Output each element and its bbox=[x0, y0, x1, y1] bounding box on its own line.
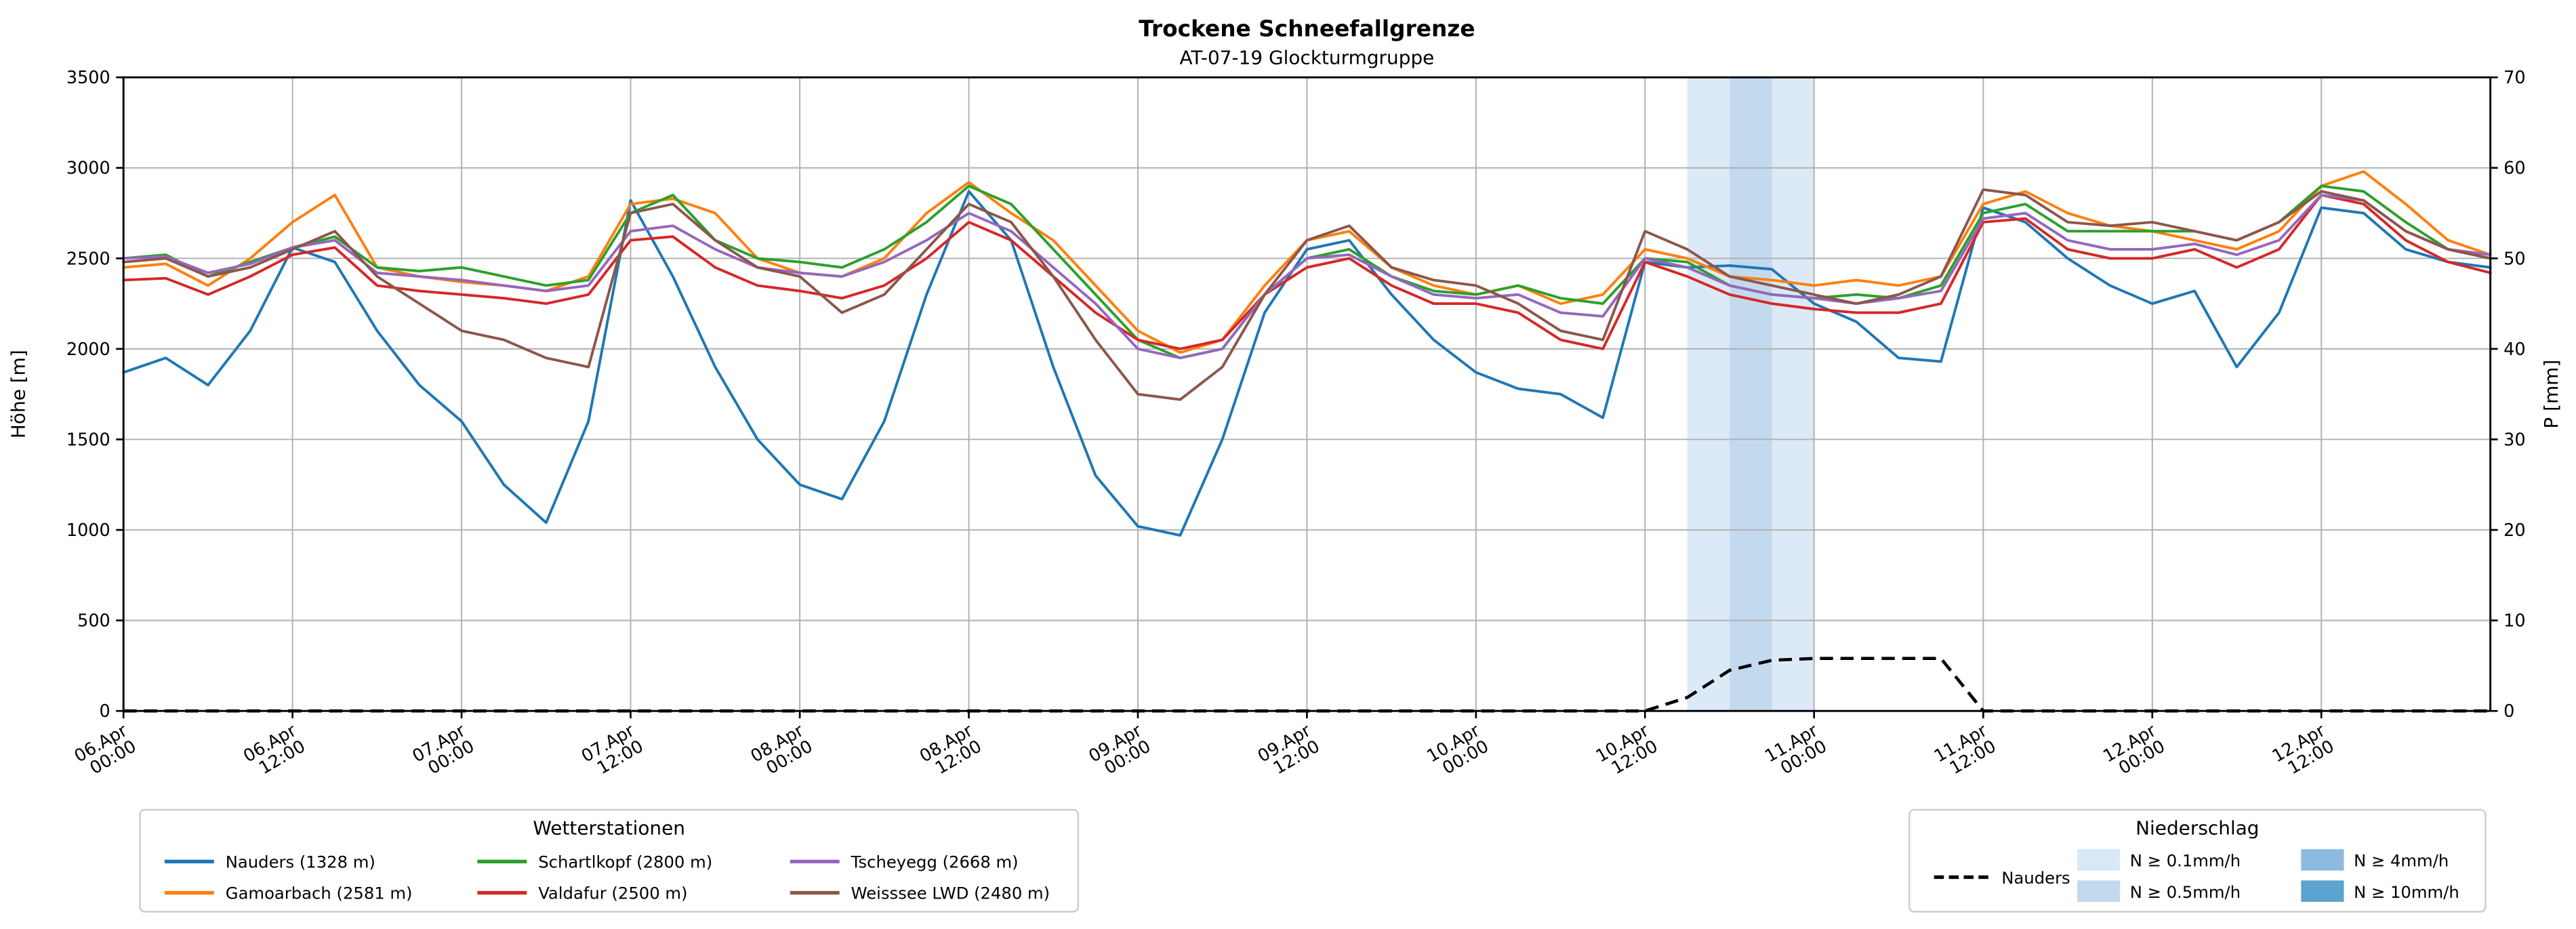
legend-label-valdafur: Valdafur (2500 m) bbox=[538, 884, 687, 903]
legend-precip-title: Niederschlag bbox=[2135, 817, 2259, 839]
legend-patch-precip-level-0 bbox=[2077, 849, 2121, 871]
series-lines bbox=[122, 170, 2492, 537]
y-left-tick-label: 500 bbox=[77, 611, 110, 632]
precip-band bbox=[1730, 77, 1772, 711]
x-tick-label: 12.Apr00:00 bbox=[2100, 720, 2169, 783]
y-axis-right-label: P [mm] bbox=[2540, 360, 2562, 429]
y-left-tick-label: 3000 bbox=[66, 159, 110, 179]
y-axis-left-label: Höhe [m] bbox=[7, 350, 29, 438]
y-left-tick-label: 3500 bbox=[66, 68, 110, 88]
legend-patch-precip-level-2 bbox=[2301, 849, 2344, 871]
legend-label-precip-level-3: N ≥ 10mm/h bbox=[2354, 882, 2459, 902]
x-tick-label: 11.Apr12:00 bbox=[1931, 720, 2000, 783]
x-tick-label: 11.Apr00:00 bbox=[1761, 720, 1831, 783]
legend-patch-precip-level-1 bbox=[2077, 880, 2121, 902]
chart-title: Trockene Schneefallgrenze bbox=[1139, 16, 1475, 41]
legend-label-precip-nauders: Nauders bbox=[2001, 868, 2070, 888]
x-tick-label: 06.Apr12:00 bbox=[240, 720, 309, 783]
legend-stations-frame bbox=[139, 808, 1080, 913]
y-left-tick-label: 2000 bbox=[66, 339, 110, 360]
legend-label-tscheyegg: Tscheyegg (2668 m) bbox=[851, 852, 1019, 871]
y-right-tick-label: 50 bbox=[2503, 249, 2525, 269]
y-right-tick-label: 70 bbox=[2503, 68, 2525, 88]
legend-patch-precip-level-3 bbox=[2301, 880, 2344, 902]
y-right-tick-label: 10 bbox=[2503, 611, 2525, 632]
x-tick-label: 07.Apr00:00 bbox=[409, 720, 478, 783]
y-right-tick-label: 20 bbox=[2503, 520, 2525, 541]
y-left-tick-label: 2500 bbox=[66, 249, 110, 269]
y-left-tick-label: 1000 bbox=[66, 520, 110, 541]
series-line-valdafur bbox=[122, 193, 2492, 350]
chart-subtitle: AT-07-19 Glockturmgruppe bbox=[1179, 47, 1434, 69]
y-axis-right: 0 10 20 30 40 50 60 70 bbox=[2490, 68, 2526, 722]
legend-label-precip-level-1: N ≥ 0.5mm/h bbox=[2130, 882, 2241, 902]
y-right-tick-label: 40 bbox=[2503, 339, 2525, 360]
x-tick-label: 10.Apr12:00 bbox=[1593, 720, 1662, 783]
x-tick-label: 09.Apr12:00 bbox=[1254, 720, 1324, 783]
x-tick-label: 10.Apr00:00 bbox=[1423, 720, 1492, 783]
legend-label-schartlkopf: Schartlkopf (2800 m) bbox=[538, 852, 712, 871]
legend-stations-title: Wetterstationen bbox=[533, 817, 685, 839]
precip-bands bbox=[1687, 77, 1814, 711]
y-axis-left: 0 500 1000 1500 2000 2500 3000 3500 bbox=[66, 68, 124, 722]
x-tick-label: 09.Apr00:00 bbox=[1085, 720, 1154, 783]
x-tick-label: 08.Apr00:00 bbox=[748, 720, 817, 783]
legend-label-precip-level-0: N ≥ 0.1mm/h bbox=[2130, 851, 2241, 871]
legend-label-precip-level-2: N ≥ 4mm/h bbox=[2354, 851, 2449, 871]
legend-precip-entries: Nauders N ≥ 0.1mm/h N ≥ 0.5mm/h N ≥ 4mm/h N … bbox=[1934, 849, 2459, 902]
legend-precip: Niederschlag Nauders N ≥ 0.1mm/h N ≥ 0.5mm… bbox=[1908, 808, 2487, 913]
legend-label-weisssee-lwd: Weisssee LWD (2480 m) bbox=[851, 884, 1050, 903]
legend-label-gamoarbach: Gamoarbach (2581 m) bbox=[226, 884, 413, 903]
x-tick-label: 12.Apr12:00 bbox=[2269, 720, 2338, 783]
gridlines bbox=[123, 77, 2491, 712]
y-right-tick-label: 60 bbox=[2503, 159, 2525, 179]
y-right-tick-label: 0 bbox=[2503, 701, 2514, 722]
x-tick-label: 06.Apr00:00 bbox=[71, 720, 140, 783]
legend-label-nauders: Nauders (1328 m) bbox=[226, 852, 375, 871]
x-tick-label: 07.Apr12:00 bbox=[578, 720, 647, 783]
x-axis: 06.Apr00:00 06.Apr12:00 07.Apr00:00 07.Apr1… bbox=[71, 711, 2338, 783]
y-left-tick-label: 0 bbox=[100, 701, 110, 722]
series-line-nauders bbox=[122, 190, 2492, 537]
legend-stations: Wetterstationen Nauders (1328 m) Gamoarba… bbox=[139, 808, 1080, 913]
series-line-tscheyegg bbox=[122, 193, 2492, 360]
series-line-weisssee-lwd bbox=[122, 188, 2492, 401]
y-right-tick-label: 30 bbox=[2503, 430, 2525, 450]
legend-stations-entries: Nauders (1328 m) Gamoarbach (2581 m) Schar… bbox=[164, 852, 1050, 903]
x-tick-label: 08.Apr12:00 bbox=[916, 720, 985, 783]
y-left-tick-label: 1500 bbox=[66, 430, 110, 450]
